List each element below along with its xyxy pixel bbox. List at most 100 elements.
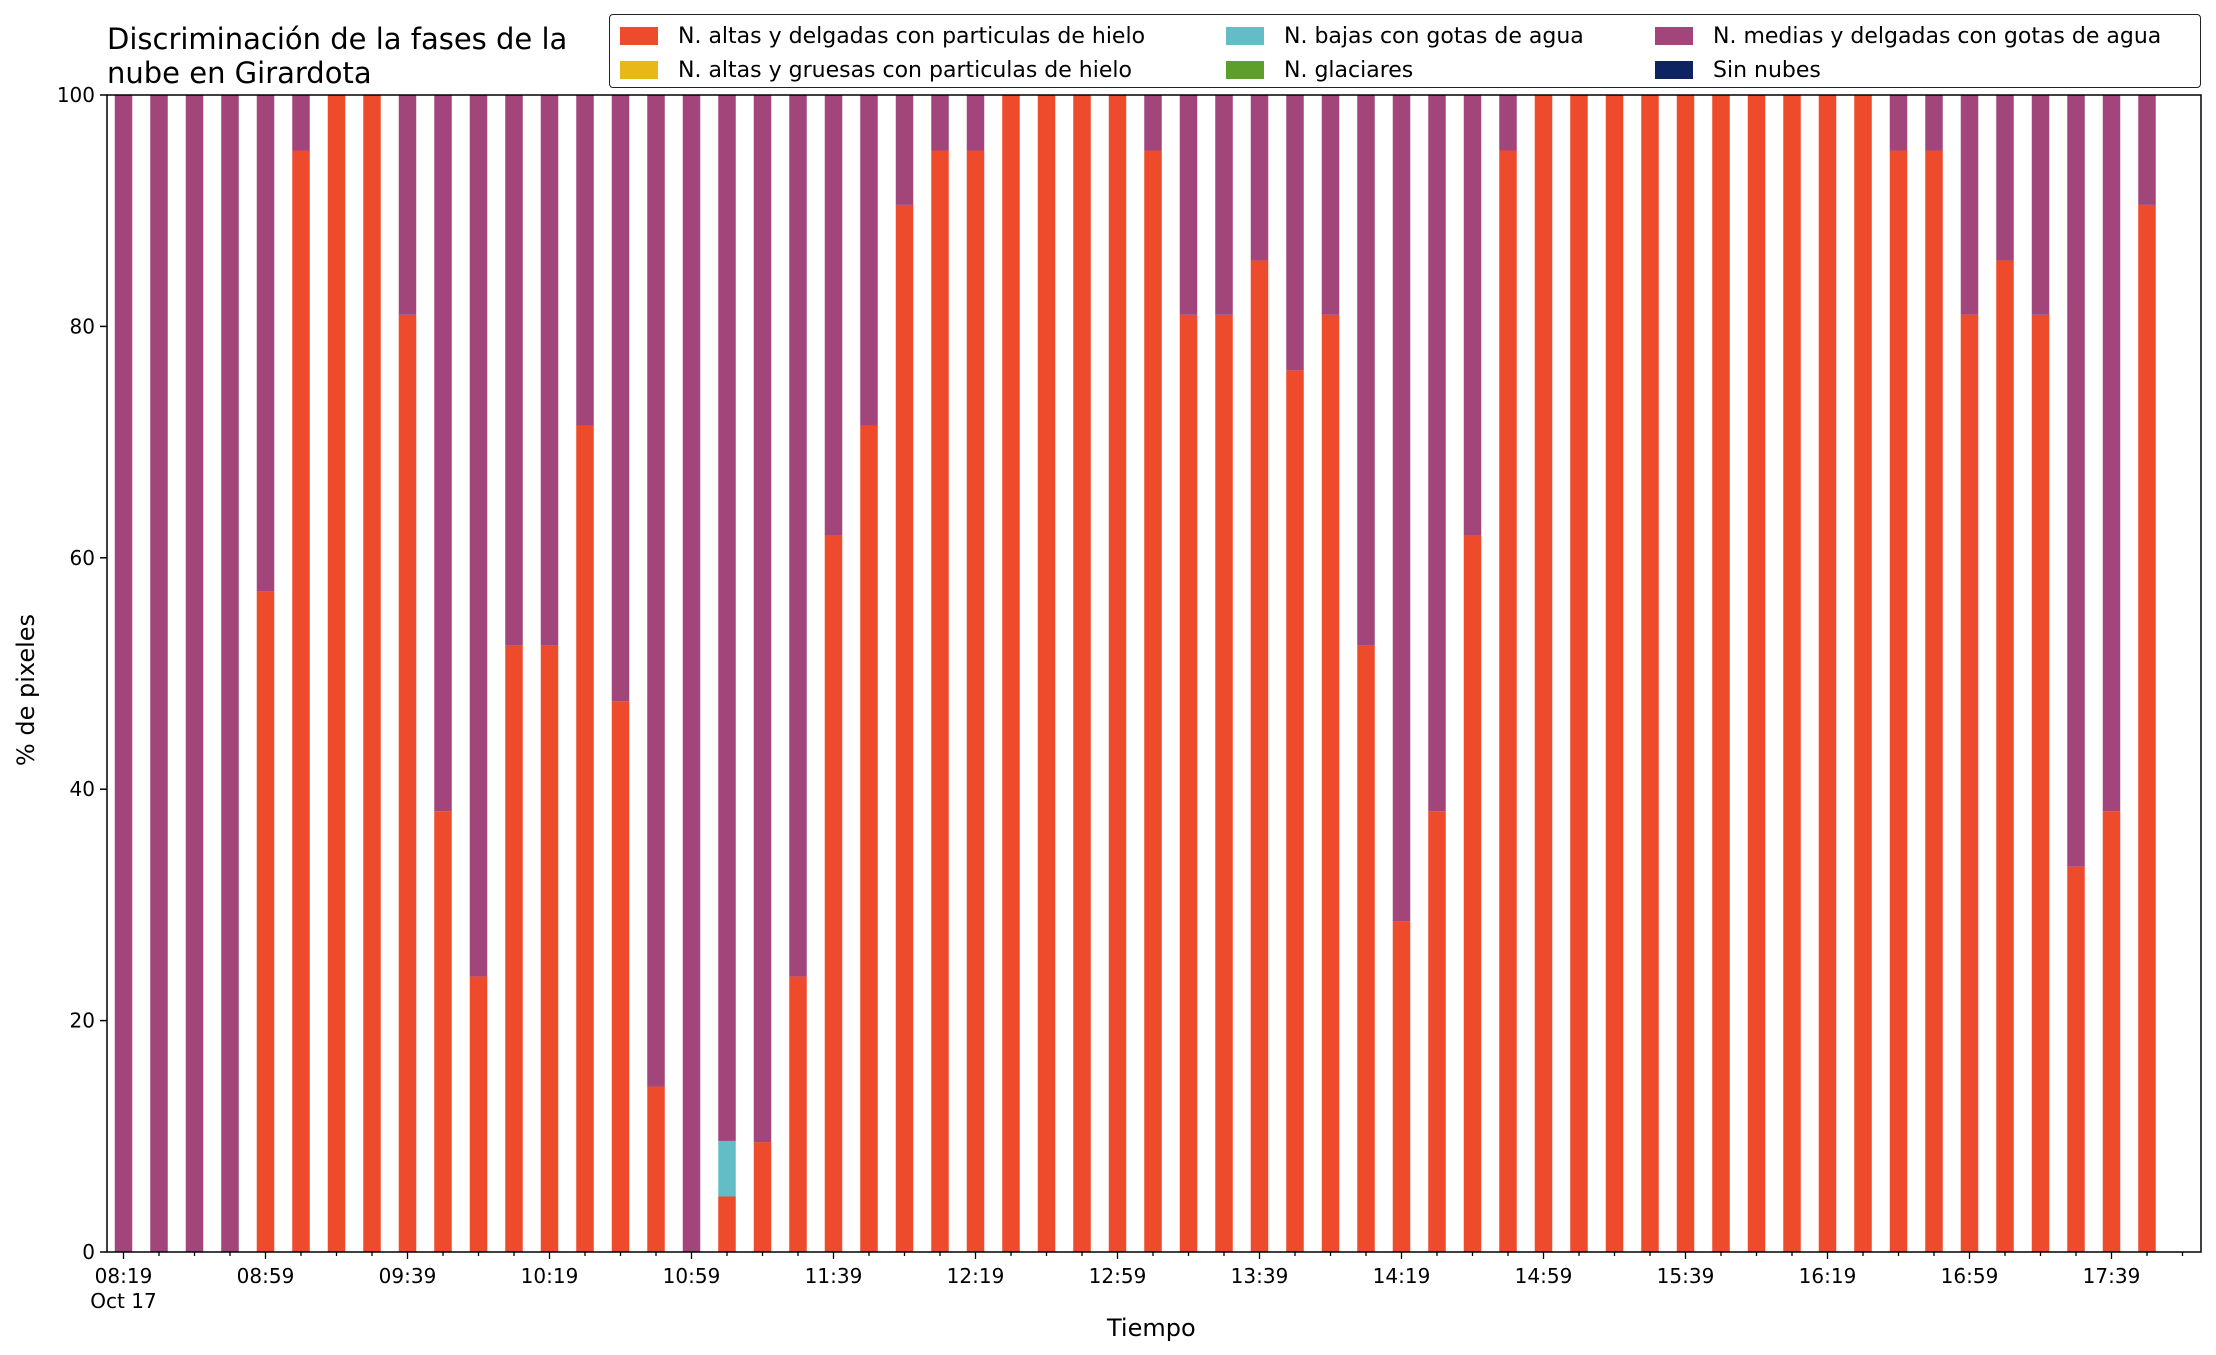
bar-segment [1641, 95, 1659, 1252]
bar-segment [1783, 95, 1801, 1252]
bar-segment [682, 95, 701, 1252]
bar-segment [1996, 95, 2014, 261]
bar-segment [1463, 535, 1482, 1252]
chart-title: Discriminación de la fases de la nube en… [107, 22, 568, 90]
bar-segment [1215, 314, 1233, 1253]
x-tick-label: 14:19 [1373, 1264, 1431, 1288]
x-tick-label: 12:59 [1089, 1264, 1147, 1288]
bar-segment [1925, 95, 1943, 151]
bar-segment [1499, 95, 1517, 151]
bar-segment [1570, 95, 1588, 1252]
legend-swatch [1226, 61, 1264, 79]
bar-segment [2031, 95, 2050, 315]
x-tick-label: 14:59 [1515, 1264, 1573, 1288]
y-tick-label: 60 [70, 546, 95, 570]
x-tick-label: 16:19 [1799, 1264, 1857, 1288]
bar-segment [1463, 95, 1482, 536]
bar-segment [860, 425, 878, 1253]
bar-segment [1392, 921, 1411, 1252]
legend-swatch [620, 27, 658, 45]
bar-segment [824, 95, 843, 536]
bar-segment [1144, 150, 1162, 1252]
bar-segment [611, 701, 630, 1252]
bar-segment [363, 95, 381, 1252]
bar-segment [647, 1086, 665, 1252]
bar-segment [434, 811, 452, 1252]
bar-segment [1321, 95, 1340, 315]
legend-item: N. bajas con gotas de agua [1226, 21, 1584, 51]
bars-layer [114, 95, 2156, 1253]
y-tick-label: 100 [57, 83, 95, 107]
x-tick-label: 17:39 [2083, 1264, 2141, 1288]
legend-item: N. glaciares [1226, 55, 1413, 85]
legend-item: N. altas y gruesas con particulas de hie… [620, 55, 1132, 85]
bar-segment [256, 95, 275, 592]
bar-segment [469, 95, 488, 977]
x-tick-label: 15:39 [1657, 1264, 1715, 1288]
bar-segment [1321, 314, 1340, 1253]
x-tick-label: 12:19 [947, 1264, 1005, 1288]
legend: N. altas y delgadas con particulas de hi… [609, 14, 2201, 88]
bar-segment [1144, 95, 1162, 151]
bar-segment [576, 95, 594, 426]
bar-segment [1392, 95, 1411, 922]
y-tick-label: 40 [70, 777, 95, 801]
x-axis-title: Tiempo [1107, 1314, 1196, 1342]
legend-label: Sin nubes [1713, 57, 1821, 83]
bar-segment [1037, 95, 1056, 1252]
bar-segment [860, 95, 878, 426]
legend-item: N. altas y delgadas con particulas de hi… [620, 21, 1145, 51]
legend-swatch [1226, 27, 1264, 45]
x-tick-label: 16:59 [1941, 1264, 1999, 1288]
y-axis-title: % de pixeles [12, 613, 40, 767]
bar-segment [505, 645, 523, 1252]
bar-segment [824, 535, 843, 1252]
bar-segment [1357, 95, 1375, 646]
legend-swatch [1655, 61, 1693, 79]
legend-label: N. medias y delgadas con gotas de agua [1713, 23, 2162, 49]
bar-segment [398, 314, 417, 1253]
bar-segment [789, 976, 807, 1252]
bar-segment [1925, 150, 1943, 1252]
bar-segment [2067, 95, 2085, 867]
bar-segment [2138, 204, 2156, 1252]
bar-segment [434, 95, 452, 812]
bar-segment [398, 95, 417, 315]
bar-segment [576, 425, 594, 1253]
bar-segment [2031, 314, 2050, 1253]
bar-segment [1215, 95, 1233, 315]
bar-segment [1747, 95, 1766, 1252]
bar-segment [931, 95, 949, 151]
bar-segment [1499, 150, 1517, 1252]
bar-segment [2067, 866, 2085, 1252]
bar-segment [647, 95, 665, 1087]
x-tick-label: 11:39 [805, 1264, 863, 1288]
bar-segment [1428, 811, 1446, 1252]
bar-segment [753, 95, 772, 1143]
bar-segment [2102, 811, 2121, 1252]
x-tick-label: 08:59 [237, 1264, 295, 1288]
bar-segment [1889, 95, 1908, 151]
bar-segment [540, 95, 559, 646]
bar-segment [1534, 95, 1553, 1252]
bar-segment [1250, 95, 1269, 261]
bar-segment [1002, 95, 1020, 1252]
legend-swatch [620, 61, 658, 79]
bar-segment [789, 95, 807, 977]
bar-segment [895, 95, 914, 205]
y-tick-label: 0 [82, 1240, 95, 1264]
bar-segment [327, 95, 346, 1252]
legend-label: N. bajas con gotas de agua [1284, 23, 1584, 49]
bar-segment [292, 95, 310, 151]
bar-segment [1889, 150, 1908, 1252]
plot-frame [106, 94, 2202, 1253]
bar-segment [1996, 260, 2014, 1252]
x-tick-label: 10:59 [663, 1264, 721, 1288]
x-tick-label: 13:39 [1231, 1264, 1289, 1288]
bar-segment [221, 95, 239, 1252]
bar-segment [1676, 95, 1695, 1252]
legend-label: N. altas y delgadas con particulas de hi… [678, 23, 1146, 49]
bar-segment [150, 95, 168, 1252]
y-tick-label: 80 [70, 314, 95, 338]
